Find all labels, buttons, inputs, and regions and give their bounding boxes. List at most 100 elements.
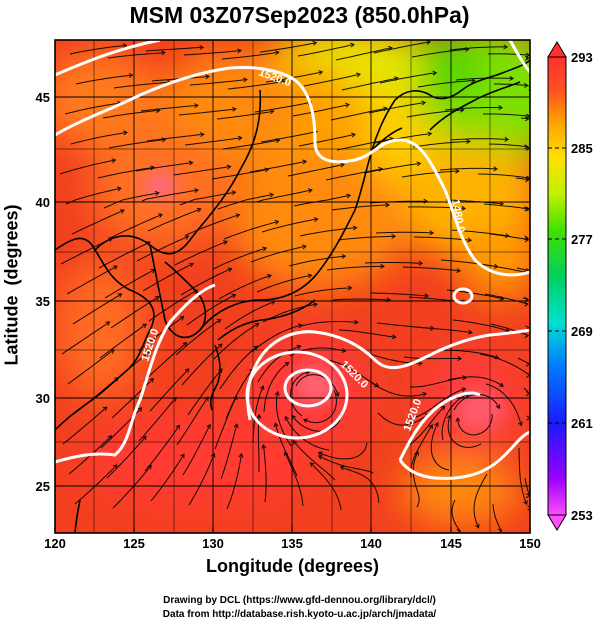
streamline [189,79,247,86]
streamline-arrowhead [216,318,222,324]
streamline-arrowhead [128,72,134,78]
streamline-arrowhead [499,382,504,387]
streamline-arrowhead [423,198,429,204]
streamline [494,83,528,86]
streamline-arrowhead [345,102,350,108]
streamline [226,453,242,510]
streamline-arrowhead [142,323,147,329]
colorbar-tick-label: 285 [571,141,593,156]
streamline [335,47,392,61]
streamline-arrowhead [307,273,313,279]
streamline [265,71,323,83]
streamline-arrowhead [461,205,467,211]
x-tick-label: 145 [440,536,462,551]
y-axis-label: Latitude (degrees) [1,204,22,366]
streamline [368,102,426,114]
streamline-arrowhead [347,285,353,291]
streamline [214,395,238,450]
streamline [337,235,396,241]
coastlines [55,59,530,533]
streamline-arrowhead [524,301,529,307]
streamline [140,104,198,112]
x-tick-label: 120 [44,536,66,551]
streamline [136,235,189,262]
streamline-arrowhead [302,244,307,250]
streamline [291,415,341,432]
streamline [148,289,198,322]
streamline [213,323,259,360]
streamline-arrowhead [525,177,530,183]
colorbar-tick-label: 261 [571,416,593,431]
streamline-arrowhead [238,452,244,458]
streamline [439,167,498,171]
streamline [70,131,128,145]
streamline [188,453,215,506]
streamline [263,362,289,413]
x-tick-label: 150 [519,536,541,551]
streamline [109,213,163,239]
streamline [415,388,466,418]
streamline [444,107,503,111]
streamline-arrowhead [112,464,118,470]
colorbar-bar [547,56,567,516]
streamline [145,46,204,52]
streamline [250,245,307,263]
streamline [223,221,279,240]
streamline [217,193,274,210]
streamline-arrowhead [297,323,303,329]
streamline-arrowhead [274,219,280,225]
y-tick-label: 30 [36,391,50,406]
streamline-arrowhead [296,344,302,350]
colorbar-min-arrow [547,514,567,531]
streamline [110,296,160,329]
colorbar-tick-label: 277 [571,232,593,247]
streamline [521,207,530,210]
streamline-arrowhead [302,159,308,165]
streamline [412,451,420,508]
streamline-arrowhead [427,131,433,137]
streamline [290,371,310,417]
streamline [318,455,374,474]
streamline-arrowhead [226,164,232,170]
streamline-arrowhead [518,421,523,427]
streamline [69,44,127,55]
streamline [403,356,462,360]
streamline-arrowhead [175,424,181,430]
streamline [341,77,398,91]
streamline-arrowhead [378,166,384,172]
streamline [375,231,434,234]
streamline [292,104,350,117]
streamline-arrowhead [455,417,461,422]
streamline [330,107,388,121]
streamline-arrowhead [122,43,128,49]
streamline [75,74,133,85]
streamline-arrowhead [426,40,432,45]
streamline-arrowhead [424,293,430,299]
streamline [377,412,430,426]
streamline-arrowhead [111,158,117,164]
streamline [59,159,116,175]
streamline-arrowhead [269,192,275,198]
streamline-arrowhead [206,423,211,429]
map-title: MSM 03Z07Sep2023 (850.0hPa) [129,2,470,28]
streamline [488,143,528,148]
streamline [180,268,232,296]
streamline [414,326,472,334]
streamline [408,206,466,209]
streamline [331,204,390,211]
streamline-arrowhead [341,348,347,353]
streamline-arrowhead [189,262,194,268]
streamline [227,80,285,90]
streamline [149,368,190,412]
streamline [135,162,193,172]
streamline-arrowhead [237,135,243,141]
streamline [478,263,528,274]
streamline-arrowhead [414,450,419,456]
streamline [187,368,223,416]
streamline-arrowhead [232,106,237,112]
streamline [183,50,242,56]
streamline [113,81,171,89]
streamline-arrowhead [456,268,462,273]
streamline-arrowhead [318,70,324,76]
